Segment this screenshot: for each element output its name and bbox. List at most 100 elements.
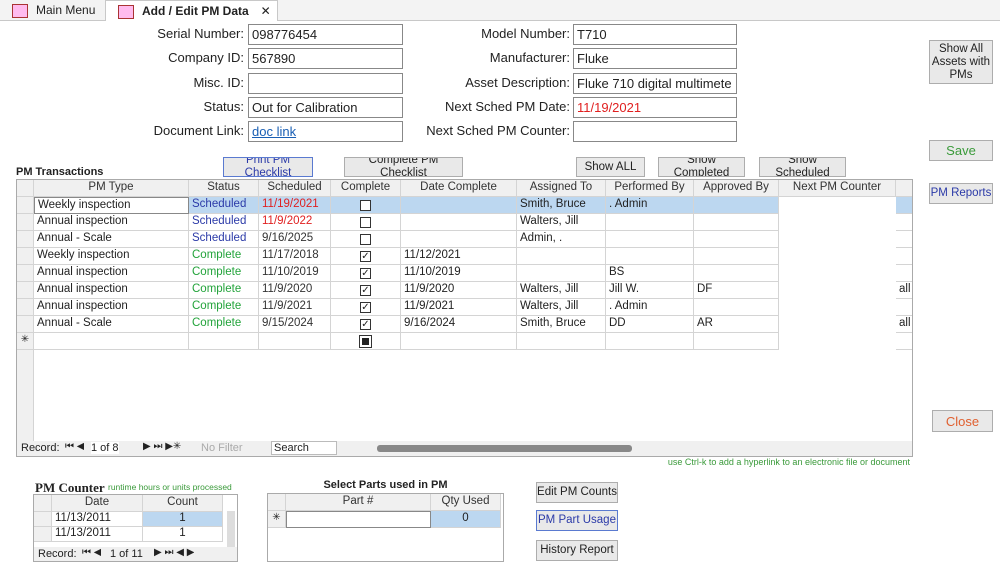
grid-cell[interactable]: 11/9/2021 [259, 299, 331, 316]
nav-position[interactable]: 1 of 8 [91, 442, 119, 454]
column-header[interactable]: Count [143, 495, 223, 512]
grid-cell[interactable] [517, 248, 606, 265]
nav-search[interactable]: Search [271, 441, 337, 455]
grid-cell[interactable]: Annual inspection [34, 214, 189, 231]
grid-cell[interactable]: 1 [143, 527, 223, 542]
combo-field[interactable] [286, 511, 431, 528]
grid-cell[interactable]: Smith, Bruce [517, 197, 606, 214]
grid-cell[interactable]: Scheduled [189, 197, 259, 214]
button[interactable]: Show ALL [576, 157, 645, 177]
checkbox[interactable]: ✓ [360, 285, 371, 296]
tab[interactable]: Main Menu [0, 0, 101, 21]
row-selector[interactable] [17, 214, 34, 231]
row-selector[interactable] [17, 265, 34, 282]
grid-cell[interactable] [606, 214, 694, 231]
grid-cell[interactable]: 11/9/2020 [259, 282, 331, 299]
nav-filter[interactable]: No Filter [201, 442, 243, 454]
grid-cell[interactable] [896, 231, 912, 248]
grid-cell[interactable]: . Admin [606, 299, 694, 316]
grid-cell[interactable] [896, 197, 912, 214]
grid-cell[interactable] [896, 299, 912, 316]
grid-cell[interactable]: 1 [143, 512, 223, 527]
button[interactable]: Show All Assets with PMs [929, 40, 993, 84]
grid-cell[interactable]: all [896, 316, 912, 333]
button[interactable]: Show Scheduled [759, 157, 846, 177]
grid-cell[interactable]: Complete [189, 316, 259, 333]
nav-arrows[interactable]: ▶ ⏭ ◀ ▶ [154, 547, 195, 558]
grid-cell[interactable]: DF [694, 282, 779, 299]
grid-cell[interactable]: Weekly inspection [34, 197, 189, 214]
text-field[interactable] [248, 73, 403, 94]
button[interactable]: Edit PM Counts [536, 482, 618, 503]
grid-cell[interactable]: Annual inspection [34, 265, 189, 282]
nav-arrows[interactable]: ⏮ ◀ [65, 441, 85, 452]
grid-cell[interactable] [606, 248, 694, 265]
checkbox[interactable] [360, 217, 371, 228]
text-field[interactable]: Fluke [573, 48, 737, 69]
column-header[interactable]: Qty Used [431, 494, 501, 511]
grid-cell[interactable] [694, 299, 779, 316]
text-field[interactable]: Out for Calibration [248, 97, 403, 118]
grid-cell[interactable] [401, 214, 517, 231]
nav-arrows[interactable]: ▶ ⏭ ▶✳ [143, 441, 182, 452]
grid-cell[interactable]: Admin, . [517, 231, 606, 248]
checkbox[interactable]: ✓ [360, 268, 371, 279]
grid-cell[interactable]: 0 [431, 511, 501, 528]
button[interactable]: PM Reports [929, 183, 993, 204]
grid-cell[interactable]: AR [694, 316, 779, 333]
column-header[interactable]: Part # [286, 494, 431, 511]
grid-cell[interactable]: 11/17/2018 [259, 248, 331, 265]
text-field[interactable]: Fluke 710 digital multimete [573, 73, 737, 94]
grid-cell[interactable]: . Admin [606, 197, 694, 214]
grid-cell[interactable]: Jill W. [606, 282, 694, 299]
row-selector[interactable] [17, 299, 34, 316]
nav-arrows[interactable]: ⏮ ◀ [82, 547, 102, 558]
row-selector[interactable] [17, 231, 34, 248]
grid-cell[interactable]: Walters, Jill [517, 282, 606, 299]
button[interactable]: Save [929, 140, 993, 161]
grid-cell[interactable]: 11/9/2022 [259, 214, 331, 231]
grid-cell[interactable]: Weekly inspection [34, 248, 189, 265]
grid-cell[interactable] [401, 231, 517, 248]
grid-cell[interactable]: Complete [189, 248, 259, 265]
grid-cell[interactable] [606, 231, 694, 248]
grid-cell[interactable]: 11/12/2021 [401, 248, 517, 265]
checkbox[interactable]: ✓ [360, 251, 371, 262]
tab[interactable]: Add / Edit PM Data ✕ [105, 0, 278, 21]
grid-cell[interactable]: Complete [189, 265, 259, 282]
button[interactable]: Complete PM Checklist [344, 157, 463, 177]
grid-cell[interactable] [694, 265, 779, 282]
text-field[interactable]: doc link [248, 121, 403, 142]
grid-cell[interactable]: 11/13/2011 [52, 527, 143, 542]
column-header[interactable]: Next PM Counter [779, 180, 896, 197]
text-field[interactable]: 11/19/2021 [573, 97, 737, 118]
grid-cell[interactable]: Walters, Jill [517, 299, 606, 316]
nav-position[interactable]: 1 of 11 [110, 548, 143, 560]
grid-cell[interactable] [896, 248, 912, 265]
grid-cell[interactable] [694, 214, 779, 231]
grid-cell[interactable]: DD [606, 316, 694, 333]
grid-cell[interactable]: Annual inspection [34, 299, 189, 316]
button[interactable]: PM Part Usage [536, 510, 618, 531]
row-selector[interactable] [17, 316, 34, 333]
grid-cell[interactable] [896, 265, 912, 282]
text-field[interactable]: 567890 [248, 48, 403, 69]
checkbox[interactable]: ✓ [360, 319, 371, 330]
button[interactable]: Show Completed [658, 157, 745, 177]
column-header[interactable]: Status [189, 180, 259, 197]
row-selector[interactable] [17, 282, 34, 299]
grid-cell[interactable]: Scheduled [189, 231, 259, 248]
column-header[interactable]: Scheduled [259, 180, 331, 197]
grid-cell[interactable]: 11/10/2019 [401, 265, 517, 282]
grid-cell[interactable]: Annual - Scale [34, 316, 189, 333]
checkbox[interactable] [360, 234, 371, 245]
button[interactable]: History Report [536, 540, 618, 561]
checkbox[interactable] [360, 200, 371, 211]
grid-cell[interactable]: Walters, Jill [517, 214, 606, 231]
column-header[interactable]: Assigned To [517, 180, 606, 197]
scrollbar[interactable] [227, 511, 235, 547]
grid-cell[interactable] [694, 248, 779, 265]
grid-cell[interactable] [694, 197, 779, 214]
grid-cell[interactable]: 11/19/2021 [259, 197, 331, 214]
column-header[interactable]: Complete [331, 180, 401, 197]
